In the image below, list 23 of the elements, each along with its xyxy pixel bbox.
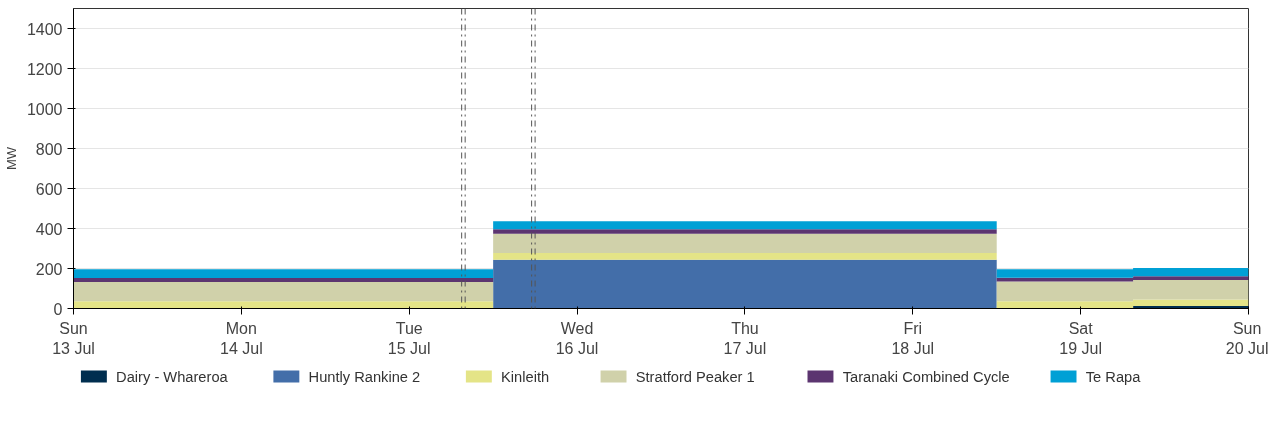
y-tick-label: 0	[53, 300, 63, 318]
x-tick-label: Mon 14 Jul	[220, 319, 263, 357]
x-tick-label: Tue 15 Jul	[387, 319, 431, 357]
y-tick-label: 600	[35, 180, 63, 198]
legend-label: Huntly Rankine 2	[308, 368, 421, 385]
legend-label: Taranaki Combined Cycle	[842, 368, 1010, 385]
x-tick-label: Sat 19 Jul	[1059, 319, 1102, 357]
x-tick-label: Thu 17 Jul	[723, 319, 767, 357]
x-tick-label: Wed 16 Jul	[555, 319, 599, 357]
x-tick-label: Sun 13 Jul	[52, 319, 95, 357]
x-tick-label: Fri 18 Jul	[891, 319, 935, 357]
y-tick-label: 1400	[26, 20, 63, 38]
x-tick-label: Sun 20 Jul	[1225, 319, 1269, 357]
legend-label: Stratford Peaker 1	[635, 368, 755, 385]
legend-label: Dairy - Whareroa	[116, 368, 229, 385]
y-tick-label: 200	[35, 260, 63, 278]
y-tick-label: 1200	[26, 60, 63, 78]
legend-label: Kinleith	[501, 368, 550, 385]
y-axis-title: MW	[3, 146, 19, 171]
y-tick-label: 1000	[26, 100, 63, 118]
legend-label: Te Rapa	[1085, 368, 1142, 385]
y-tick-label: 400	[35, 220, 63, 238]
y-tick-label: 800	[35, 140, 63, 158]
